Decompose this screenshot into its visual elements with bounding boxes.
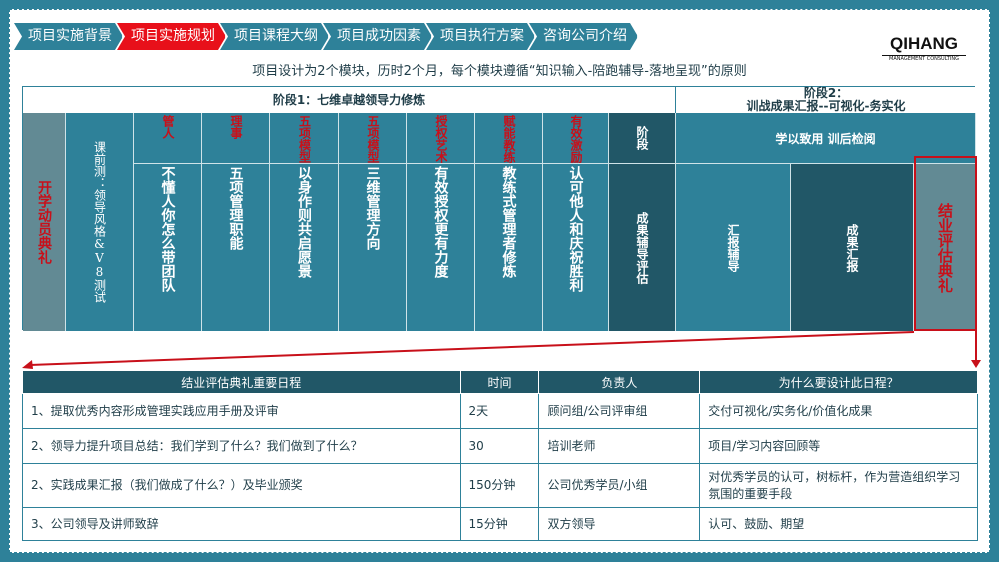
cell: 30 xyxy=(459,428,540,464)
stage-head: 阶段 xyxy=(609,113,676,164)
col-header-owner: 负责人 xyxy=(538,370,701,394)
table-row: 3、公司领导及讲师致辞 15分钟 双方领导 认可、鼓励、期望 xyxy=(22,507,978,541)
opening-ceremony: 开学动员典礼 xyxy=(23,113,66,331)
cell: 项目/学习内容回顾等 xyxy=(699,428,978,464)
tab-outline[interactable]: 项目课程大纲 xyxy=(220,23,329,50)
module-head: 授权艺术 xyxy=(407,113,475,164)
tab-background[interactable]: 项目实施背景 xyxy=(14,23,123,50)
module-body: 教练式管理者修炼 xyxy=(475,164,543,331)
pretest: 课前测：领导风格&V8测试 xyxy=(66,113,134,331)
arrow-line-left xyxy=(29,331,915,366)
subtitle: 项目设计为2个模块，历时2个月，每个模块遵循“知识输入-陪跑辅导-落地呈现”的原… xyxy=(252,64,747,79)
module-head: 五项模型 xyxy=(339,113,407,164)
nav-tabs: 项目实施背景 项目实施规划 项目课程大纲 项目成功因素 项目执行方案 咨询公司介… xyxy=(14,23,632,50)
col-header-agenda: 结业评估典礼重要日程 xyxy=(22,370,461,394)
cell: 2、领导力提升项目总结：我们学到了什么？我们做到了什么？ xyxy=(22,428,461,464)
cell: 培训老师 xyxy=(538,428,701,464)
module-body: 有效授权更有力度 xyxy=(407,164,475,331)
module-head: 有效激励 xyxy=(543,113,609,164)
cell: 顾问组/公司评审组 xyxy=(538,393,701,429)
report-coaching: 汇报辅导 xyxy=(676,164,791,331)
cell: 15分钟 xyxy=(459,507,540,541)
cell: 1、提取优秀内容形成管理实践应用手册及评审 xyxy=(22,393,461,429)
module-head: 管人 xyxy=(134,113,202,164)
tab-success-factors[interactable]: 项目成功因素 xyxy=(323,23,432,50)
stage-body: 成果辅导评估 xyxy=(609,164,676,331)
module-body: 以身作则共启愿景 xyxy=(270,164,339,331)
phase2-title: 阶段2： 训战成果汇报--可视化-务实化 xyxy=(676,87,976,113)
cell: 2、实践成果汇报（我们做成了什么？）及毕业颁奖 xyxy=(22,463,461,508)
module-body: 不懂人你怎么带团队 xyxy=(134,164,202,331)
graduation-ceremony: 结业评估典礼 xyxy=(914,164,976,331)
tab-execution[interactable]: 项目执行方案 xyxy=(426,23,535,50)
col-header-reason: 为什么要设计此日程？ xyxy=(699,370,978,394)
phase2-sub: 学以致用 训后检阅 xyxy=(676,113,976,164)
cell: 交付可视化/实务化/价值化成果 xyxy=(699,393,978,429)
arrow-head-left xyxy=(22,360,33,369)
tab-company[interactable]: 咨询公司介绍 xyxy=(529,23,638,50)
schedule-table: 结业评估典礼重要日程 时间 负责人 为什么要设计此日程？ 1、提取优秀内容形成管… xyxy=(22,370,978,541)
cell: 双方领导 xyxy=(538,507,701,541)
cell: 150分钟 xyxy=(459,463,540,508)
cell: 公司优秀学员/小组 xyxy=(538,463,701,508)
cell: 3、公司领导及讲师致辞 xyxy=(22,507,461,541)
logo: QIHANG MANAGEMENT CONSULTING xyxy=(882,34,966,62)
phase-table: 阶段1：七维卓越领导力修炼 阶段2： 训战成果汇报--可视化-务实化 开学动员典礼… xyxy=(22,86,976,331)
table-row: 2、领导力提升项目总结：我们学到了什么？我们做到了什么？ 30 培训老师 项目/学习内… xyxy=(22,428,978,464)
results-report: 成果汇报 xyxy=(791,164,914,331)
module-head: 赋能教练 xyxy=(475,113,543,164)
tab-plan[interactable]: 项目实施规划 xyxy=(117,23,226,50)
cell: 对优秀学员的认可，树标杆，作为营造组织学习氛围的重要手段 xyxy=(699,463,978,508)
cell: 认可、鼓励、期望 xyxy=(699,507,978,541)
highlight-box xyxy=(914,156,977,331)
cell: 2天 xyxy=(459,393,540,429)
phase1-title: 阶段1：七维卓越领导力修炼 xyxy=(23,87,676,113)
arrow-head-right xyxy=(971,360,981,368)
table-row: 2、实践成果汇报（我们做成了什么？）及毕业颁奖 150分钟 公司优秀学员/小组 对优秀… xyxy=(22,463,978,508)
col-header-time: 时间 xyxy=(459,370,540,394)
module-head: 理事 xyxy=(202,113,270,164)
module-body: 五项管理职能 xyxy=(202,164,270,331)
module-head: 五项模型 xyxy=(270,113,339,164)
module-body: 认可他人和庆祝胜利 xyxy=(543,164,609,331)
module-body: 三维管理方向 xyxy=(339,164,407,331)
table-row: 1、提取优秀内容形成管理实践应用手册及评审 2天 顾问组/公司评审组 交付可视化/实务… xyxy=(22,393,978,429)
